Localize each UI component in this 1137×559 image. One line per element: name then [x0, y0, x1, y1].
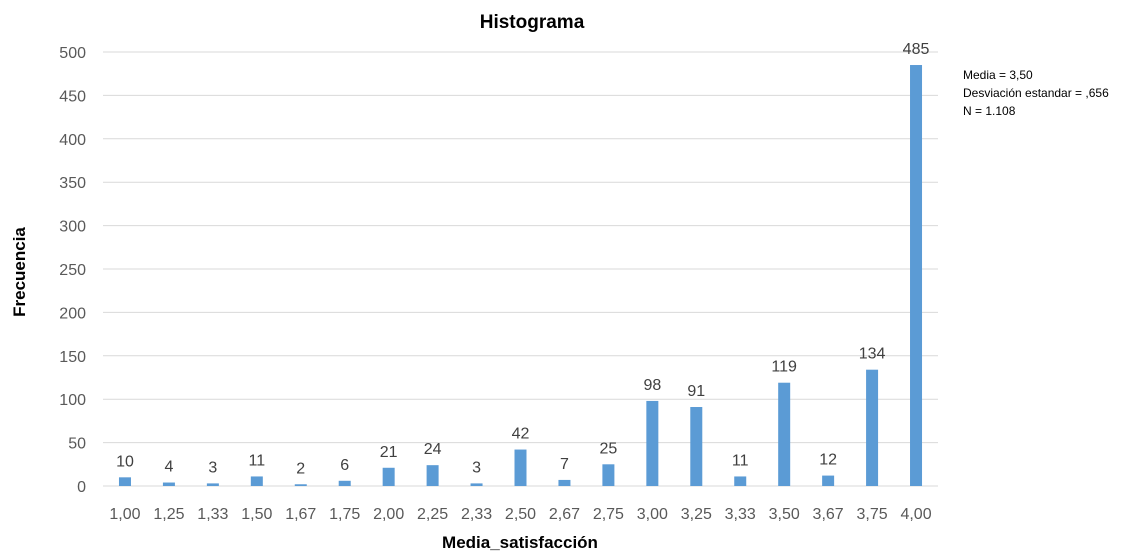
data-label: 7: [560, 456, 569, 473]
bar: [470, 483, 483, 486]
x-tick-label: 2,50: [505, 506, 536, 523]
x-tick-label: 1,25: [153, 506, 184, 523]
bar: [910, 65, 923, 487]
stats-box: Media = 3,50 Desviación estandar = ,656 …: [963, 68, 1109, 118]
x-tick-label: 3,25: [681, 506, 712, 523]
bar: [514, 449, 527, 486]
data-label: 134: [859, 346, 886, 363]
bar: [162, 482, 175, 486]
data-label: 11: [249, 452, 266, 469]
x-axis-ticks: 1,00 1,25 1,33 1,50 1,67 1,75 2,00 2,25 2,33 2,50…: [109, 506, 931, 523]
bar: [338, 480, 351, 486]
bar: [426, 465, 439, 486]
bar: [558, 479, 571, 486]
data-label: 98: [643, 377, 661, 394]
bar: [866, 369, 879, 486]
data-label: 11: [732, 452, 749, 469]
data-label: 91: [687, 383, 705, 400]
data-label: 485: [903, 41, 930, 58]
x-tick-label: 1,50: [241, 506, 272, 523]
bar: [822, 475, 835, 486]
x-tick-label: 2,33: [461, 506, 492, 523]
data-label: 21: [380, 444, 398, 461]
y-tick-label: 300: [59, 219, 86, 236]
y-tick-label: 50: [68, 436, 86, 453]
y-tick-label: 250: [59, 262, 86, 279]
x-tick-label: 2,25: [417, 506, 448, 523]
bar: [118, 477, 131, 486]
data-label: 119: [771, 359, 797, 376]
x-tick-label: 2,75: [593, 506, 624, 523]
data-label: 6: [340, 457, 349, 474]
y-tick-label: 400: [59, 132, 86, 149]
y-tick-label: 500: [59, 45, 86, 62]
x-tick-label: 1,33: [197, 506, 228, 523]
y-axis-ticks: 0 50 100 150 200 250 300 350 400 450 500: [59, 45, 86, 496]
x-tick-label: 1,00: [109, 506, 140, 523]
data-label: 2: [296, 460, 305, 477]
stats-std-dev: Desviación estandar = ,656: [963, 86, 1109, 100]
x-tick-label: 3,67: [813, 506, 844, 523]
x-tick-label: 3,33: [725, 506, 756, 523]
chart-title: Histograma: [480, 12, 585, 33]
data-label: 10: [116, 453, 134, 470]
bar: [250, 476, 263, 486]
y-tick-label: 350: [59, 175, 86, 192]
x-tick-label: 2,67: [549, 506, 580, 523]
bar: [382, 467, 395, 486]
data-label: 3: [472, 459, 481, 476]
bars: [118, 65, 923, 487]
stats-mean: Media = 3,50: [963, 68, 1033, 82]
y-tick-label: 450: [59, 88, 86, 105]
y-tick-label: 100: [59, 392, 86, 409]
y-tick-label: 0: [77, 479, 86, 496]
data-label: 24: [424, 441, 442, 458]
bar: [646, 400, 659, 486]
data-label: 4: [164, 459, 173, 476]
y-tick-label: 200: [59, 305, 86, 322]
x-tick-label: 3,50: [769, 506, 800, 523]
x-tick-label: 1,67: [285, 506, 316, 523]
data-labels: 10 4 3 11 2 6 21 24 3 42 7 25 98 91 11 119 12 134 485: [116, 41, 929, 477]
bar: [778, 382, 791, 486]
bar: [294, 484, 307, 486]
x-tick-label: 4,00: [900, 506, 931, 523]
x-axis-title: Media_satisfacción: [442, 533, 598, 552]
data-label: 25: [599, 440, 617, 457]
y-axis-title: Frecuencia: [10, 227, 29, 317]
data-label: 12: [819, 452, 837, 469]
bar: [690, 407, 703, 486]
bar: [734, 476, 747, 486]
x-tick-label: 2,00: [373, 506, 404, 523]
x-tick-label: 1,75: [329, 506, 360, 523]
y-tick-label: 150: [59, 349, 86, 366]
bar: [206, 483, 219, 486]
x-tick-label: 3,00: [637, 506, 668, 523]
stats-n: N = 1.108: [963, 104, 1016, 118]
data-label: 42: [512, 426, 530, 443]
bar: [602, 464, 615, 486]
data-label: 3: [208, 459, 217, 476]
gridlines: [103, 51, 938, 487]
x-tick-label: 3,75: [857, 506, 888, 523]
